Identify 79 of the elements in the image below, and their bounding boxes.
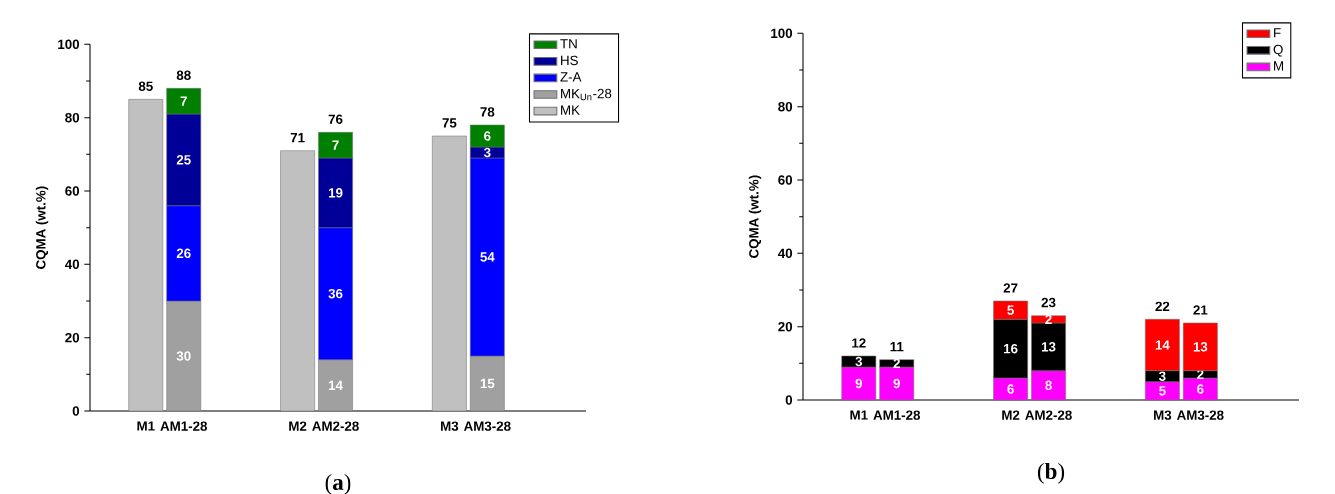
data-label: 25 [176, 155, 191, 165]
y-tick-label: 100 [771, 28, 793, 39]
data-label: 6 [484, 131, 491, 141]
y-tick-label: 20 [65, 332, 80, 343]
data-label: 6 [1007, 384, 1014, 394]
x-tick-label: M3 [441, 421, 459, 431]
total-label: 12 [852, 338, 866, 348]
data-label: 8 [1045, 380, 1052, 391]
legend-label: Q [1273, 44, 1283, 57]
data-label: 13 [1193, 342, 1208, 352]
total-label: 21 [1193, 305, 1208, 315]
total-label: 85 [138, 81, 153, 91]
data-label: 16 [1004, 343, 1018, 354]
data-label: 13 [1041, 342, 1056, 352]
data-label: 7 [332, 140, 339, 150]
legend-label: M [1274, 61, 1284, 71]
x-tick-label: M1 [850, 410, 868, 420]
x-tick-label: AM2-28 [312, 421, 359, 431]
x-tick-label: AM2-28 [1025, 410, 1072, 420]
bar [128, 99, 164, 412]
y-tick-label: 60 [778, 175, 793, 185]
text: (a) [325, 473, 351, 494]
y-tick-label: 40 [64, 259, 80, 270]
data-label: 3 [1159, 371, 1166, 381]
y-tick-label: 100 [58, 39, 80, 50]
x-tick-label: M1 [137, 421, 155, 431]
legend-label: F [1274, 28, 1281, 38]
data-label: 7 [180, 96, 187, 106]
data-label: 9 [893, 378, 900, 389]
total-label: 75 [442, 118, 457, 128]
data-label: 6 [1197, 384, 1204, 394]
legend-label: TN [560, 39, 577, 49]
x-tick-label: AM3-28 [463, 421, 511, 431]
x-tick-label: M2 [289, 421, 307, 431]
data-label: 54 [480, 252, 495, 262]
data-label: 5 [1159, 386, 1166, 396]
data-label: 36 [328, 288, 343, 299]
y-tick-label: 80 [778, 101, 793, 112]
data-label: 14 [1155, 340, 1170, 350]
total-label: 78 [480, 107, 495, 117]
y-tick-label: 20 [778, 321, 793, 332]
data-label: 9 [855, 378, 863, 389]
data-label: 3 [483, 147, 491, 158]
data-label: 15 [480, 378, 495, 389]
total-label: 23 [1041, 297, 1056, 308]
y-tick-label: 40 [777, 248, 793, 259]
x-tick-label: AM1-28 [160, 421, 208, 431]
total-label: 22 [1155, 301, 1170, 311]
data-label: 26 [176, 248, 191, 259]
y-axis-title: CQMA (wt.%) [35, 186, 49, 269]
y-tick-label: 80 [65, 112, 80, 123]
y-tick-label: 0 [72, 406, 80, 416]
data-label: 2 [1045, 314, 1052, 324]
total-label: 11 [890, 342, 904, 352]
y-tick-label: 0 [785, 395, 793, 405]
total-label: 27 [1003, 283, 1018, 293]
y-tick-label: 60 [65, 186, 80, 196]
x-tick-label: M2 [1002, 410, 1020, 420]
legend-label: MK [561, 105, 580, 115]
bar [280, 150, 315, 412]
total-label: 88 [176, 70, 191, 80]
text: (b) [1037, 462, 1065, 484]
bar [432, 135, 467, 412]
data-label: 19 [328, 188, 343, 198]
data-label: 30 [176, 351, 191, 361]
legend-label: HS [561, 55, 578, 66]
total-label: 71 [290, 133, 305, 143]
x-tick-label: AM3-28 [1176, 410, 1224, 420]
data-label: 2 [893, 358, 900, 368]
x-tick-label: AM1-28 [873, 410, 921, 420]
total-label: 76 [328, 114, 343, 124]
y-axis-title: CQMA (wt.%) [748, 175, 762, 258]
data-label: 5 [1007, 305, 1014, 315]
legend-label: Z-A [560, 72, 582, 82]
data-label: 3 [855, 356, 863, 367]
data-label: 14 [328, 380, 343, 390]
legend-label: MK$_{Un}$-28 [561, 88, 612, 101]
x-tick-label: M3 [1154, 410, 1172, 420]
data-label: 2 [1197, 369, 1204, 379]
